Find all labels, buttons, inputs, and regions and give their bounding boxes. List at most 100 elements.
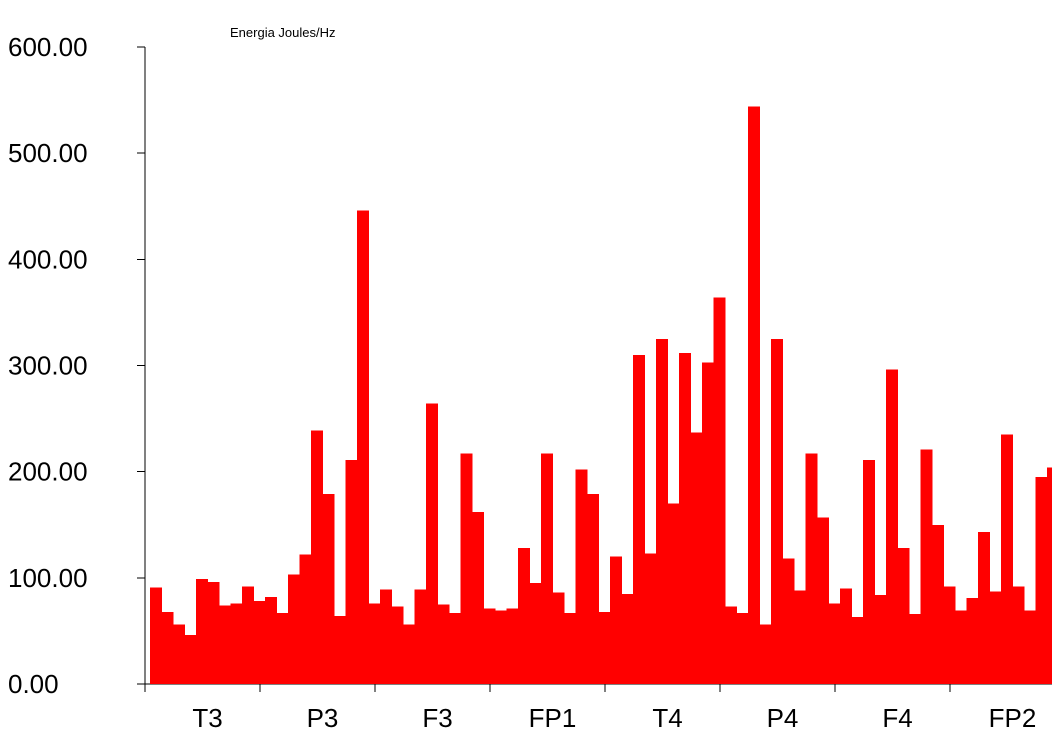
bar bbox=[1024, 610, 1036, 684]
x-tick-label: F3 bbox=[422, 703, 452, 733]
bar bbox=[886, 369, 898, 684]
bar bbox=[449, 612, 461, 684]
bar bbox=[414, 589, 427, 684]
x-tick-label: T4 bbox=[652, 703, 682, 733]
bar bbox=[506, 608, 519, 684]
bar-group-fp2 bbox=[955, 434, 1052, 684]
bar-group-t4 bbox=[610, 297, 726, 684]
bar bbox=[161, 611, 174, 684]
bar bbox=[1047, 467, 1052, 684]
bar bbox=[828, 603, 841, 684]
bar bbox=[932, 524, 944, 684]
y-tick-label: 300.00 bbox=[8, 351, 88, 381]
bar bbox=[955, 610, 967, 684]
bar bbox=[196, 578, 208, 684]
bar-group-f3 bbox=[380, 403, 496, 684]
bar bbox=[621, 593, 634, 684]
bar bbox=[610, 556, 622, 684]
bar bbox=[460, 453, 473, 684]
bar bbox=[633, 354, 645, 684]
bar bbox=[184, 635, 197, 684]
bar bbox=[288, 574, 300, 684]
x-tick-label: P4 bbox=[767, 703, 799, 733]
bar bbox=[253, 601, 266, 684]
bar bbox=[564, 612, 576, 684]
bar bbox=[230, 603, 243, 684]
bar bbox=[667, 503, 680, 684]
y-axis: 0.00 100.00 200.00 300.00 400.00 500.00 600.00 bbox=[8, 32, 146, 699]
bar bbox=[1012, 586, 1025, 684]
y-tick-label: 500.00 bbox=[8, 138, 88, 168]
y-tick-label: 600.00 bbox=[8, 32, 88, 62]
bar bbox=[909, 613, 921, 684]
bar bbox=[943, 586, 956, 684]
bar bbox=[713, 297, 726, 684]
bar bbox=[391, 606, 404, 684]
y-tick-label: 0.00 bbox=[8, 669, 59, 699]
unit-label: Energia Joules/Hz bbox=[230, 25, 336, 40]
bar bbox=[575, 469, 588, 684]
bar bbox=[334, 616, 346, 684]
bar bbox=[541, 453, 553, 684]
bar bbox=[794, 590, 806, 684]
bar bbox=[840, 588, 852, 684]
bar bbox=[759, 624, 772, 684]
bar-group-t3 bbox=[150, 578, 266, 684]
y-tick-label: 400.00 bbox=[8, 244, 88, 274]
bar bbox=[598, 611, 611, 684]
bar bbox=[978, 532, 990, 684]
x-tick-label: FP2 bbox=[989, 703, 1037, 733]
bar bbox=[863, 459, 875, 684]
bar bbox=[311, 430, 323, 684]
y-tick-label: 100.00 bbox=[8, 563, 88, 593]
bar-group-p3 bbox=[265, 210, 381, 684]
bar bbox=[1035, 476, 1048, 684]
bar bbox=[242, 586, 254, 684]
bar-group-f4 bbox=[840, 369, 956, 684]
bar bbox=[966, 598, 979, 684]
bar bbox=[403, 624, 415, 684]
x-tick-label: FP1 bbox=[529, 703, 577, 733]
bar bbox=[483, 608, 496, 684]
bar bbox=[920, 449, 933, 684]
bar bbox=[851, 617, 864, 684]
bar bbox=[805, 453, 818, 684]
bar bbox=[380, 589, 392, 684]
bars bbox=[150, 106, 1052, 685]
bar bbox=[299, 554, 312, 684]
x-axis: T3 P3 F3 FP1 T4 P4 F4 FP2 bbox=[144, 683, 1052, 733]
bar bbox=[771, 338, 783, 684]
bar bbox=[897, 548, 910, 684]
bar bbox=[265, 596, 277, 684]
bar bbox=[219, 605, 231, 684]
bar bbox=[690, 432, 703, 684]
y-tick-label: 200.00 bbox=[8, 457, 88, 487]
bar bbox=[874, 594, 887, 684]
bar bbox=[207, 582, 220, 684]
bar bbox=[989, 591, 1002, 684]
bar bbox=[782, 558, 795, 684]
bar bbox=[472, 512, 484, 684]
bar bbox=[1001, 434, 1013, 684]
bar bbox=[552, 592, 565, 684]
bar bbox=[817, 517, 829, 684]
bar bbox=[426, 403, 438, 684]
bar bbox=[345, 459, 358, 684]
bar bbox=[679, 352, 691, 684]
bar bbox=[644, 553, 657, 684]
bar bbox=[748, 106, 760, 685]
bar bbox=[736, 612, 749, 684]
bar bbox=[357, 210, 369, 684]
x-tick-label: F4 bbox=[882, 703, 912, 733]
bar bbox=[518, 548, 530, 684]
bar bbox=[368, 603, 381, 684]
bar bbox=[276, 612, 289, 684]
bar bbox=[150, 587, 162, 684]
bar bbox=[322, 493, 335, 684]
bar bbox=[587, 493, 599, 684]
bar bbox=[437, 604, 450, 684]
bar-group-p4 bbox=[725, 106, 841, 685]
bar bbox=[702, 362, 714, 684]
bar bbox=[173, 624, 185, 684]
